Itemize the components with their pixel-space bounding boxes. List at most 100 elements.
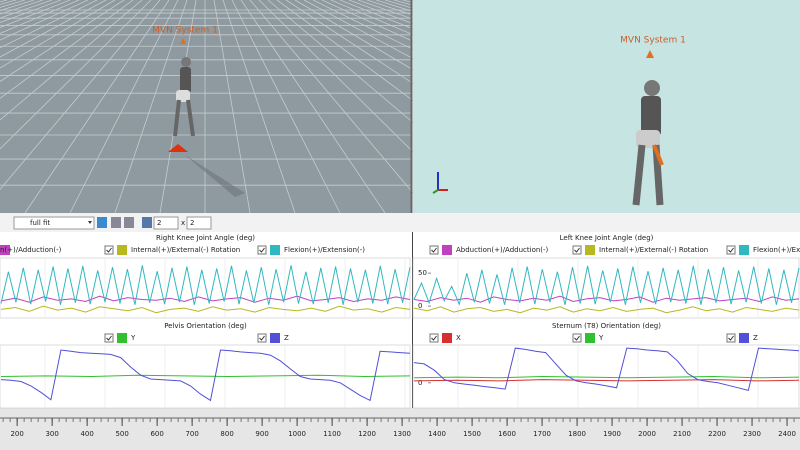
floor-line bbox=[249, 0, 431, 214]
axis-gizmo bbox=[432, 172, 448, 194]
legend-swatch bbox=[270, 333, 280, 343]
data-line bbox=[0, 305, 411, 314]
timeline-tick-label: 1300 bbox=[393, 430, 411, 438]
panel-title: Left Knee Joint Angle (deg) bbox=[560, 234, 654, 242]
floor-line bbox=[69, 0, 179, 214]
legend-checkbox[interactable] bbox=[257, 245, 267, 255]
avatar bbox=[168, 38, 245, 197]
panel-title: Right Knee Joint Angle (deg) bbox=[156, 234, 255, 242]
check-mark bbox=[728, 247, 734, 253]
legend-swatch bbox=[739, 245, 749, 255]
legend-label: n(+)/Adduction(-) bbox=[0, 246, 62, 254]
check-mark bbox=[259, 335, 265, 341]
viewport-left[interactable] bbox=[0, 0, 411, 213]
floor-line bbox=[222, 0, 296, 214]
floor-line bbox=[0, 0, 125, 82]
legend-swatch bbox=[117, 333, 127, 343]
timeline-tick-label: 1800 bbox=[568, 430, 586, 438]
timeline-tick-label: 2300 bbox=[743, 430, 761, 438]
legend-checkbox[interactable] bbox=[429, 245, 439, 255]
timeline[interactable] bbox=[0, 408, 800, 450]
check-mark bbox=[106, 247, 112, 253]
legend-swatch bbox=[442, 333, 452, 343]
legend-label: Flexion(+)/Extension(-) bbox=[284, 246, 365, 254]
y-tick-label: 50 bbox=[418, 269, 427, 277]
timeline-tick-label: 1200 bbox=[358, 430, 376, 438]
timeline-tick-label: 1000 bbox=[288, 430, 306, 438]
check-mark bbox=[431, 335, 437, 341]
legend-label: Z bbox=[753, 334, 758, 342]
avatar bbox=[632, 50, 664, 206]
timeline-tick-label: 600 bbox=[150, 430, 163, 438]
timeline-tick-label: 1100 bbox=[323, 430, 341, 438]
legend-swatch bbox=[442, 245, 452, 255]
timeline-tick-label: 1400 bbox=[428, 430, 446, 438]
data-line bbox=[413, 379, 800, 382]
data-line bbox=[0, 265, 411, 305]
legend-checkbox[interactable] bbox=[257, 333, 267, 343]
legend-label: Internal(+)/External(-) Rotation bbox=[599, 246, 708, 254]
legend-checkbox[interactable] bbox=[104, 245, 114, 255]
tool-button[interactable] bbox=[124, 217, 134, 228]
data-line bbox=[413, 295, 800, 303]
dropdown-arrow bbox=[88, 221, 92, 224]
data-line bbox=[413, 265, 800, 306]
legend-swatch bbox=[739, 333, 749, 343]
floor-line bbox=[0, 0, 152, 150]
check-mark bbox=[574, 247, 580, 253]
legend-checkbox[interactable] bbox=[104, 333, 114, 343]
tool-button[interactable] bbox=[97, 217, 107, 228]
timeline-tick-label: 400 bbox=[80, 430, 93, 438]
timeline-tick-label: 800 bbox=[220, 430, 233, 438]
check-mark bbox=[431, 247, 437, 253]
floor-line bbox=[213, 0, 251, 214]
cols-value: 2 bbox=[190, 219, 194, 227]
floor-line bbox=[0, 0, 161, 190]
rows-value: 2 bbox=[157, 219, 161, 227]
timeline-tick-label: 300 bbox=[45, 430, 58, 438]
viewport-right[interactable] bbox=[413, 0, 800, 213]
legend-label: Abduction(+)/Adduction(-) bbox=[456, 246, 549, 254]
panel-title: Pelvis Orientation (deg) bbox=[164, 322, 247, 330]
timeline-tick-label: 2200 bbox=[708, 430, 726, 438]
floor-line bbox=[24, 0, 170, 214]
timeline-tick-label: 1600 bbox=[498, 430, 516, 438]
timeline-tick-label: 900 bbox=[255, 430, 268, 438]
timeline-tick-label: 2100 bbox=[673, 430, 691, 438]
times-sign: x bbox=[181, 219, 185, 227]
zoom-text: full fit bbox=[30, 219, 50, 227]
legend-label: Y bbox=[598, 334, 604, 342]
legend-label: Y bbox=[130, 334, 136, 342]
tool-button[interactable] bbox=[111, 217, 121, 228]
check-mark bbox=[259, 247, 265, 253]
avatar-label: MVN System 1 bbox=[620, 36, 686, 46]
legend-label: Internal(+)/External(-) Rotation bbox=[131, 246, 240, 254]
y-tick-label: 0 bbox=[418, 379, 422, 387]
plot-area bbox=[412, 344, 800, 409]
data-line bbox=[413, 347, 800, 392]
legend-checkbox[interactable] bbox=[726, 245, 736, 255]
floor-line bbox=[0, 0, 134, 99]
cols-spinner[interactable] bbox=[186, 216, 212, 230]
legend-checkbox[interactable] bbox=[572, 245, 582, 255]
legend-checkbox[interactable] bbox=[429, 333, 439, 343]
rows-spinner[interactable] bbox=[153, 216, 179, 230]
timeline-tick-label: 2000 bbox=[638, 430, 656, 438]
legend-label: Z bbox=[284, 334, 289, 342]
legend-swatch bbox=[585, 245, 595, 255]
legend-checkbox[interactable] bbox=[726, 333, 736, 343]
legend-swatch bbox=[585, 333, 595, 343]
legend-checkbox[interactable] bbox=[572, 333, 582, 343]
legend-swatch bbox=[0, 245, 10, 255]
check-mark bbox=[574, 335, 580, 341]
avatar-label: MVN System 1 bbox=[152, 26, 218, 36]
data-line bbox=[0, 374, 411, 378]
zoom-dropdown[interactable] bbox=[13, 216, 95, 230]
floor-line bbox=[0, 0, 143, 121]
timeline-tick-label: 700 bbox=[185, 430, 198, 438]
data-line bbox=[413, 375, 800, 379]
layout-button[interactable] bbox=[142, 217, 152, 228]
floor-line bbox=[0, 0, 107, 58]
timeline-tick-label: 1700 bbox=[533, 430, 551, 438]
